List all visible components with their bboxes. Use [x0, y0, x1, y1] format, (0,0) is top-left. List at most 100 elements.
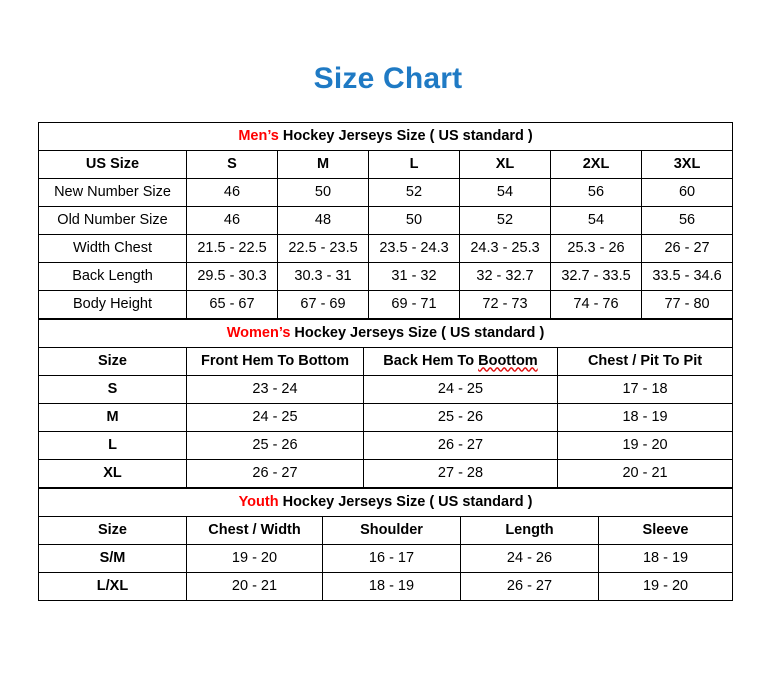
- youth-col-head-4: Sleeve: [597, 516, 734, 545]
- youth-row-label-0: S/M: [38, 544, 187, 573]
- womens-col-head-2: Back Hem To Boottom: [363, 347, 558, 376]
- mens-cell-2-2: 23.5 - 24.3: [368, 234, 460, 263]
- womens-cell-0-1: 24 - 25: [363, 375, 558, 404]
- table-row: New Number Size 46 50 52 54 56 60: [38, 178, 734, 207]
- mens-section-banner: Men’s Hockey Jerseys Size ( US standard …: [37, 122, 734, 151]
- table-row: Width Chest 21.5 - 22.5 22.5 - 23.5 23.5…: [38, 234, 734, 263]
- youth-col-head-0: Size: [38, 516, 187, 545]
- womens-section-banner: Women’s Hockey Jerseys Size ( US standar…: [37, 319, 734, 348]
- mens-col-head-5: 2XL: [550, 150, 642, 179]
- youth-banner-rest: Hockey Jerseys Size ( US standard ): [278, 493, 533, 510]
- mens-cell-1-1: 48: [277, 206, 369, 235]
- table-row: Back Length 29.5 - 30.3 30.3 - 31 31 - 3…: [38, 262, 734, 291]
- mens-banner-rest: Hockey Jerseys Size ( US standard ): [278, 127, 533, 144]
- womens-cell-3-0: 26 - 27: [186, 459, 364, 488]
- mens-cell-0-0: 46: [186, 178, 278, 207]
- youth-section-banner: Youth Hockey Jerseys Size ( US standard …: [37, 488, 734, 517]
- mens-cell-1-5: 56: [640, 206, 734, 235]
- mens-cell-2-1: 22.5 - 23.5: [277, 234, 369, 263]
- mens-cell-0-3: 54: [459, 178, 551, 207]
- youth-col-head-2: Shoulder: [322, 516, 461, 545]
- youth-cell-1-3: 19 - 20: [597, 572, 734, 601]
- mens-cell-1-2: 50: [368, 206, 460, 235]
- youth-col-head-1: Chest / Width: [186, 516, 323, 545]
- womens-col-head-2-prefix: Back Hem To: [383, 352, 479, 369]
- womens-col-head-1: Front Hem To Bottom: [186, 347, 364, 376]
- womens-cell-0-0: 23 - 24: [186, 375, 364, 404]
- womens-size-table: Women’s Hockey Jerseys Size ( US standar…: [37, 319, 734, 488]
- womens-col-head-0: Size: [38, 347, 187, 376]
- table-row: S 23 - 24 24 - 25 17 - 18: [38, 375, 734, 404]
- mens-cell-4-2: 69 - 71: [368, 290, 460, 319]
- mens-cell-0-5: 60: [640, 178, 734, 207]
- womens-cell-3-1: 27 - 28: [363, 459, 558, 488]
- table-row: XL 26 - 27 27 - 28 20 - 21: [38, 459, 734, 488]
- womens-row-label-1: M: [38, 403, 187, 432]
- mens-col-head-6: 3XL: [640, 150, 734, 179]
- mens-col-head-3: L: [368, 150, 460, 179]
- mens-cell-0-2: 52: [368, 178, 460, 207]
- youth-cell-1-1: 18 - 19: [322, 572, 461, 601]
- mens-row-label-3: Back Length: [38, 262, 187, 291]
- womens-row-label-2: L: [38, 431, 187, 460]
- mens-column-header-row: US Size S M L XL 2XL 3XL: [38, 150, 734, 179]
- womens-col-head-2-misspelled-word: Boottom: [478, 352, 538, 369]
- mens-cell-1-0: 46: [186, 206, 278, 235]
- womens-column-header-row: Size Front Hem To Bottom Back Hem To Boo…: [38, 347, 734, 376]
- mens-cell-4-4: 74 - 76: [550, 290, 642, 319]
- womens-cell-1-1: 25 - 26: [363, 403, 558, 432]
- page-title: Size Chart: [313, 62, 463, 95]
- mens-col-head-2: M: [277, 150, 369, 179]
- youth-section-banner-row: Youth Hockey Jerseys Size ( US standard …: [37, 488, 734, 517]
- mens-section-banner-row: Men’s Hockey Jerseys Size ( US standard …: [37, 122, 734, 151]
- mens-cell-2-0: 21.5 - 22.5: [186, 234, 278, 263]
- mens-cell-3-4: 32.7 - 33.5: [550, 262, 642, 291]
- mens-cell-4-3: 72 - 73: [459, 290, 551, 319]
- womens-row-label-3: XL: [38, 459, 187, 488]
- mens-cell-1-4: 54: [550, 206, 642, 235]
- table-row: Old Number Size 46 48 50 52 54 56: [38, 206, 734, 235]
- mens-banner-accent: Men’s: [238, 127, 279, 144]
- mens-row-label-0: New Number Size: [38, 178, 187, 207]
- mens-cell-2-3: 24.3 - 25.3: [459, 234, 551, 263]
- mens-row-label-2: Width Chest: [38, 234, 187, 263]
- mens-row-label-4: Body Height: [38, 290, 187, 319]
- mens-col-head-1: S: [186, 150, 278, 179]
- mens-cell-3-1: 30.3 - 31: [277, 262, 369, 291]
- womens-banner-rest: Hockey Jerseys Size ( US standard ): [290, 324, 545, 341]
- womens-cell-1-0: 24 - 25: [186, 403, 364, 432]
- table-row: L/XL 20 - 21 18 - 19 26 - 27 19 - 20: [38, 572, 734, 601]
- mens-cell-1-3: 52: [459, 206, 551, 235]
- womens-cell-3-2: 20 - 21: [556, 459, 734, 488]
- womens-banner-accent: Women’s: [226, 324, 291, 341]
- mens-col-head-4: XL: [459, 150, 551, 179]
- youth-row-label-1: L/XL: [38, 572, 187, 601]
- mens-cell-2-5: 26 - 27: [640, 234, 734, 263]
- mens-cell-3-3: 32 - 32.7: [459, 262, 551, 291]
- mens-size-table: Men’s Hockey Jerseys Size ( US standard …: [37, 122, 734, 319]
- youth-size-table: Youth Hockey Jerseys Size ( US standard …: [37, 488, 734, 601]
- table-row: Body Height 65 - 67 67 - 69 69 - 71 72 -…: [38, 290, 734, 319]
- womens-cell-0-2: 17 - 18: [556, 375, 734, 404]
- youth-cell-1-2: 26 - 27: [460, 572, 599, 601]
- womens-col-head-3: Chest / Pit To Pit: [556, 347, 734, 376]
- mens-cell-3-0: 29.5 - 30.3: [186, 262, 278, 291]
- youth-cell-0-0: 19 - 20: [186, 544, 323, 573]
- youth-cell-1-0: 20 - 21: [186, 572, 323, 601]
- mens-cell-3-5: 33.5 - 34.6: [640, 262, 734, 291]
- size-chart-tables: Men’s Hockey Jerseys Size ( US standard …: [37, 122, 734, 601]
- mens-cell-2-4: 25.3 - 26: [550, 234, 642, 263]
- mens-cell-3-2: 31 - 32: [368, 262, 460, 291]
- mens-cell-0-1: 50: [277, 178, 369, 207]
- youth-cell-0-1: 16 - 17: [322, 544, 461, 573]
- womens-cell-2-1: 26 - 27: [363, 431, 558, 460]
- mens-col-head-0: US Size: [38, 150, 187, 179]
- table-row: S/M 19 - 20 16 - 17 24 - 26 18 - 19: [38, 544, 734, 573]
- mens-cell-4-1: 67 - 69: [277, 290, 369, 319]
- mens-cell-4-0: 65 - 67: [186, 290, 278, 319]
- youth-column-header-row: Size Chest / Width Shoulder Length Sleev…: [38, 516, 734, 545]
- table-row: L 25 - 26 26 - 27 19 - 20: [38, 431, 734, 460]
- mens-cell-4-5: 77 - 80: [640, 290, 734, 319]
- youth-cell-0-2: 24 - 26: [460, 544, 599, 573]
